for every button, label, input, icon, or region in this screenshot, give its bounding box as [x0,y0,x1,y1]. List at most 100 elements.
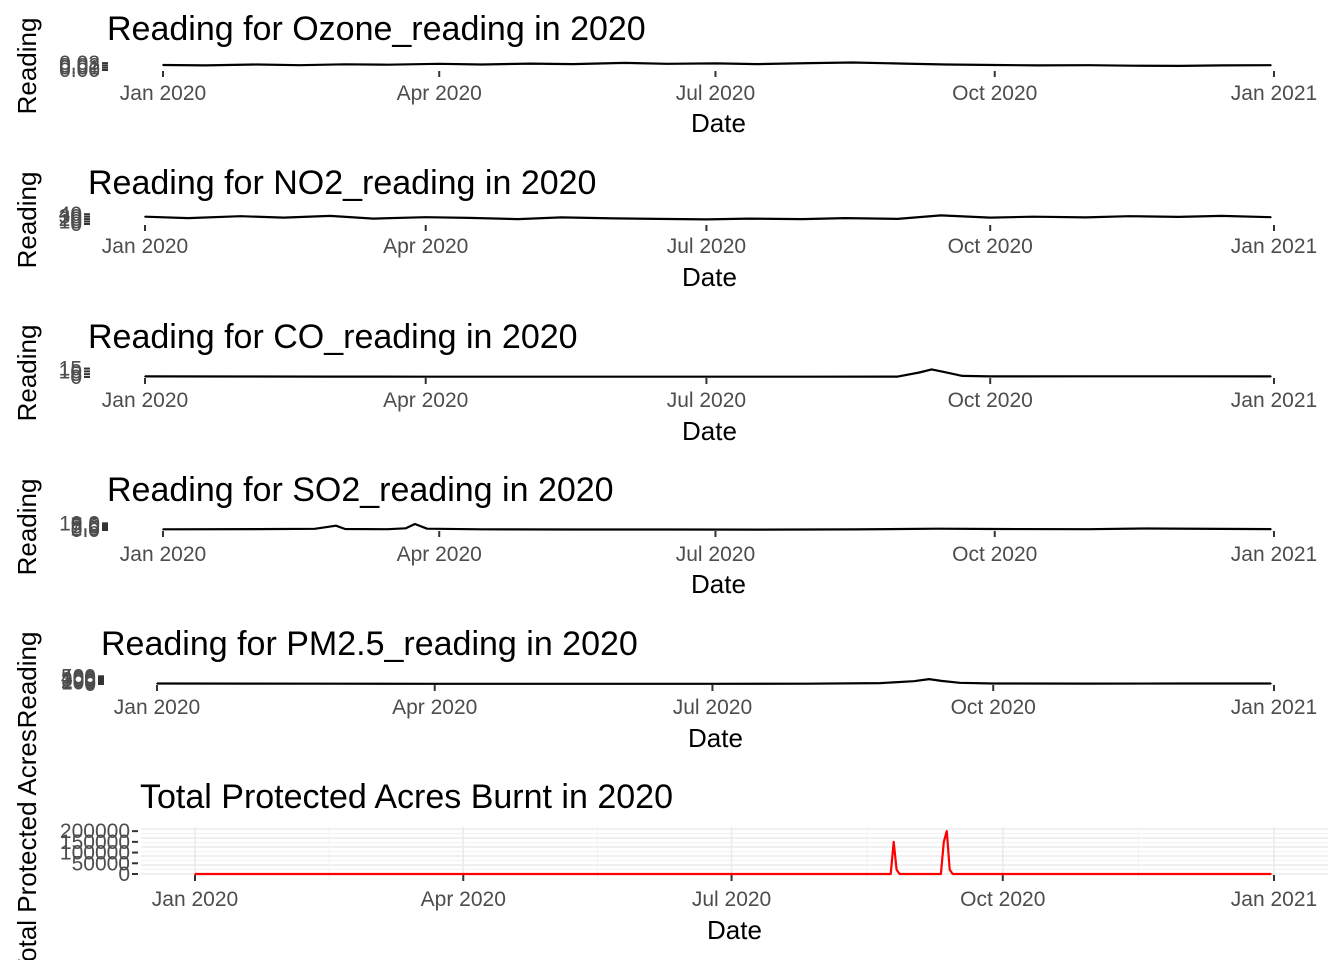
x-tick-label: Jul 2020 [667,235,746,258]
chart-title: Reading for NO2_reading in 2020 [88,164,596,202]
y-tick-label: 30 [59,206,82,229]
x-tick-label: Oct 2020 [952,82,1037,105]
data-point [945,830,948,832]
series-line-5 [156,677,1271,685]
series-line-4 [162,522,1272,531]
chart-panel-3: Reading for CO_reading in 2020 Reading 051… [12,318,1317,446]
data-point [992,682,995,685]
data-point [194,873,196,875]
data-point [1178,682,1181,685]
x-axis-label: Date [688,723,743,753]
chart-panel-2: Reading for NO2_reading in 2020 Reading 01… [12,164,1317,292]
data-point [560,216,563,219]
x-tick-label: Jan 2020 [152,888,238,911]
data-point [468,217,470,219]
data-point [1177,216,1180,218]
data-point [801,218,803,220]
data-point [940,873,942,875]
grid-lines [141,827,1328,880]
data-point [438,63,441,65]
chart-title: Reading for SO2_reading in 2020 [107,471,614,509]
x-tick-label: Oct 2020 [960,888,1045,911]
data-point [386,63,389,66]
data-point [951,873,954,875]
y-tick-label: 300 [61,668,96,691]
data-point [414,523,416,525]
data-point [806,682,808,685]
y-tick-label: 0 [84,673,96,696]
data-point [898,873,901,875]
data-point [1032,215,1035,218]
y-tick-label: 50000 [72,852,130,875]
x-tick-label: Apr 2020 [397,543,482,566]
data-point [928,678,930,680]
y-tick-label: 0.03 [59,52,100,75]
x-tick-label: Jan 2021 [1231,888,1317,911]
y-tick-label: 0.00 [59,59,100,82]
data-point [993,64,996,66]
y-tick-label: 20 [59,208,82,231]
x-tick-label: Oct 2020 [952,543,1037,566]
y-tick-label: 5 [70,363,82,386]
y-tick-label: 400 [61,667,96,690]
data-point [896,218,899,220]
data-point [424,216,427,218]
y-tick-label: 0.01 [59,57,100,80]
data-point [1085,216,1087,219]
data-point [1088,64,1090,66]
data-point [256,528,258,530]
y-axis-label: Reading [12,632,42,729]
y-tick-label: 150000 [60,831,130,854]
x-tick-label: Jul 2020 [676,82,755,105]
y-tick-label: 40 [59,203,82,226]
x-tick-label: Jul 2020 [676,543,755,566]
data-point [480,528,483,531]
y-tick-label: 500 [61,665,96,688]
data-point [961,375,964,377]
x-axis-label: Date [691,108,746,138]
data-point [958,681,961,684]
data-point [1270,873,1272,875]
y-tick-label: 0 [70,366,82,389]
data-point [1087,682,1089,685]
chart-panel-4: Reading for SO2_reading in 2020 Reading 0.… [12,471,1317,599]
y-axis-label: Reading [12,325,42,422]
data-point [1179,65,1181,67]
y-tick-label: 7.5 [71,514,100,537]
data-point [1177,375,1180,378]
y-axis-label: Reading [12,18,42,115]
x-tick-label: Apr 2020 [383,389,468,412]
series-line-1 [162,61,1272,68]
data-point [1270,216,1272,218]
data-point [879,682,882,684]
data-point [144,375,146,378]
x-tick-label: Apr 2020 [397,82,482,105]
data-point [666,63,668,65]
chart-title: Total Protected Acres Burnt in 2020 [140,778,673,816]
y-tick-label: 100 [61,671,96,694]
x-tick-label: Jan 2020 [114,696,200,719]
data-point [993,528,996,530]
data-point [517,218,520,220]
data-point [896,375,899,378]
data-point [918,371,921,374]
y-axis-label: Reading [12,479,42,576]
data-point [913,680,915,683]
data-point [714,62,717,65]
x-tick-label: Apr 2020 [392,696,477,719]
y-tick-label: 5.0 [71,516,100,539]
data-point [162,528,164,531]
data-point [808,62,811,64]
data-point [256,63,258,66]
data-point [344,63,346,66]
y-tick-label: 10 [59,211,82,234]
data-point [989,216,992,219]
data-point [1128,215,1130,217]
data-point [187,217,189,219]
data-point [386,528,389,530]
data-point [844,217,847,219]
x-tick-label: Jan 2020 [120,543,206,566]
x-tick-label: Jul 2020 [673,696,752,719]
data-point [940,214,942,217]
chart-panel-6: Total Protected Acres Burnt in 2020 Total… [12,729,1328,960]
